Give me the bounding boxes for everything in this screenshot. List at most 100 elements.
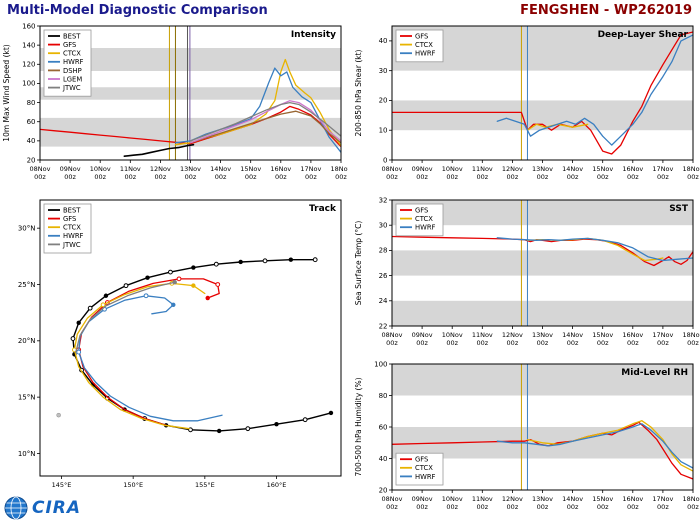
svg-text:CTCX: CTCX: [415, 41, 433, 49]
svg-text:00z: 00z: [567, 339, 579, 347]
svg-text:10m Max Wind Speed (kt): 10m Max Wind Speed (kt): [2, 44, 11, 141]
svg-text:CTCX: CTCX: [415, 464, 433, 472]
svg-text:17Nov: 17Nov: [652, 165, 673, 173]
svg-text:GFS: GFS: [415, 32, 428, 40]
svg-text:00z: 00z: [446, 339, 458, 347]
svg-text:00z: 00z: [476, 503, 488, 511]
svg-text:15Nov: 15Nov: [240, 165, 261, 173]
cira-logo-text: CIRA: [32, 498, 82, 518]
svg-text:00z: 00z: [94, 173, 106, 181]
track-map-chart: 10°N 15°N 20°N 25°N 30°N 145°E 150°E 155°E 160°E…: [18, 199, 342, 489]
svg-text:14Nov: 14Nov: [210, 165, 231, 173]
svg-text:18Nov: 18Nov: [683, 495, 700, 503]
svg-text:155°E: 155°E: [195, 481, 215, 489]
svg-text:14Nov: 14Nov: [562, 331, 583, 339]
svg-text:00z: 00z: [416, 173, 428, 181]
svg-text:BEST: BEST: [63, 206, 81, 214]
svg-text:12Nov: 12Nov: [150, 165, 171, 173]
svg-text:14Nov: 14Nov: [562, 495, 583, 503]
svg-text:00z: 00z: [597, 173, 609, 181]
svg-text:00z: 00z: [627, 339, 639, 347]
svg-text:14Nov: 14Nov: [562, 165, 583, 173]
svg-text:145°E: 145°E: [52, 481, 72, 489]
svg-text:32: 32: [379, 196, 388, 204]
svg-text:GFS: GFS: [415, 456, 428, 464]
svg-text:Sea Surface Temp (°C): Sea Surface Temp (°C): [354, 221, 363, 306]
svg-text:00z: 00z: [416, 339, 428, 347]
svg-text:20: 20: [379, 97, 388, 105]
svg-text:Intensity: Intensity: [291, 30, 336, 40]
svg-text:13Nov: 13Nov: [532, 165, 553, 173]
svg-text:12Nov: 12Nov: [502, 165, 523, 173]
svg-text:00z: 00z: [476, 173, 488, 181]
intensity-chart: 2040608010012014016008Nov00z09Nov00z10No…: [2, 22, 348, 181]
svg-text:17Nov: 17Nov: [300, 165, 321, 173]
svg-text:11Nov: 11Nov: [472, 495, 493, 503]
svg-text:00z: 00z: [597, 503, 609, 511]
svg-text:00z: 00z: [597, 339, 609, 347]
svg-text:00z: 00z: [657, 339, 669, 347]
svg-text:00z: 00z: [537, 173, 549, 181]
svg-text:40: 40: [27, 137, 36, 145]
svg-text:100: 100: [22, 80, 35, 88]
svg-text:16Nov: 16Nov: [270, 165, 291, 173]
svg-text:08Nov: 08Nov: [382, 165, 403, 173]
svg-text:00z: 00z: [687, 173, 699, 181]
globe-icon: [4, 496, 28, 520]
svg-text:140: 140: [22, 41, 35, 49]
svg-text:10Nov: 10Nov: [442, 165, 463, 173]
svg-text:00z: 00z: [64, 173, 76, 181]
svg-text:10Nov: 10Nov: [442, 495, 463, 503]
svg-text:00z: 00z: [416, 503, 428, 511]
svg-text:11Nov: 11Nov: [472, 331, 493, 339]
svg-text:12Nov: 12Nov: [502, 331, 523, 339]
svg-text:CTCX: CTCX: [63, 50, 81, 58]
deep-layer-shear-chart: 01020304008Nov00z09Nov00z10Nov00z11Nov00…: [354, 25, 700, 181]
svg-text:HWRF: HWRF: [63, 58, 84, 66]
page-title: Multi-Model Diagnostic Comparison: [7, 3, 268, 18]
svg-text:00z: 00z: [275, 173, 287, 181]
svg-text:30: 30: [379, 222, 388, 230]
svg-text:00z: 00z: [305, 173, 317, 181]
svg-text:00z: 00z: [657, 173, 669, 181]
svg-text:Track: Track: [309, 204, 337, 214]
svg-text:30°N: 30°N: [18, 224, 36, 232]
svg-text:60: 60: [379, 423, 388, 431]
svg-text:09Nov: 09Nov: [412, 165, 433, 173]
svg-text:11Nov: 11Nov: [120, 165, 141, 173]
svg-text:18Nov: 18Nov: [683, 165, 700, 173]
svg-text:00z: 00z: [567, 503, 579, 511]
svg-text:160°E: 160°E: [267, 481, 287, 489]
svg-text:17Nov: 17Nov: [652, 495, 673, 503]
svg-text:HWRF: HWRF: [415, 224, 436, 232]
svg-text:00z: 00z: [386, 173, 398, 181]
svg-text:GFS: GFS: [63, 41, 76, 49]
svg-text:00z: 00z: [155, 173, 167, 181]
svg-text:00z: 00z: [386, 503, 398, 511]
svg-text:JTWC: JTWC: [62, 241, 81, 249]
svg-text:160: 160: [22, 22, 35, 30]
svg-text:00z: 00z: [537, 503, 549, 511]
storm-title: FENGSHEN - WP262019: [520, 3, 692, 18]
svg-text:00z: 00z: [627, 503, 639, 511]
sst-chart: 22242628303208Nov00z09Nov00z10Nov00z11No…: [354, 196, 700, 347]
svg-text:100: 100: [374, 360, 387, 368]
svg-text:16Nov: 16Nov: [622, 331, 643, 339]
svg-text:20: 20: [27, 156, 36, 164]
svg-text:13Nov: 13Nov: [180, 165, 201, 173]
svg-text:10Nov: 10Nov: [90, 165, 111, 173]
svg-text:CTCX: CTCX: [63, 224, 81, 232]
svg-text:00z: 00z: [507, 173, 519, 181]
svg-text:10Nov: 10Nov: [442, 331, 463, 339]
svg-text:30: 30: [379, 67, 388, 75]
svg-text:00z: 00z: [507, 339, 519, 347]
svg-text:22: 22: [379, 322, 388, 330]
svg-text:00z: 00z: [537, 339, 549, 347]
svg-text:15Nov: 15Nov: [592, 165, 613, 173]
svg-text:18Nov: 18Nov: [331, 165, 348, 173]
svg-text:HWRF: HWRF: [415, 473, 436, 481]
svg-text:CTCX: CTCX: [415, 215, 433, 223]
svg-text:28: 28: [379, 247, 388, 255]
svg-text:JTWC: JTWC: [62, 84, 81, 92]
svg-text:80: 80: [27, 99, 36, 107]
